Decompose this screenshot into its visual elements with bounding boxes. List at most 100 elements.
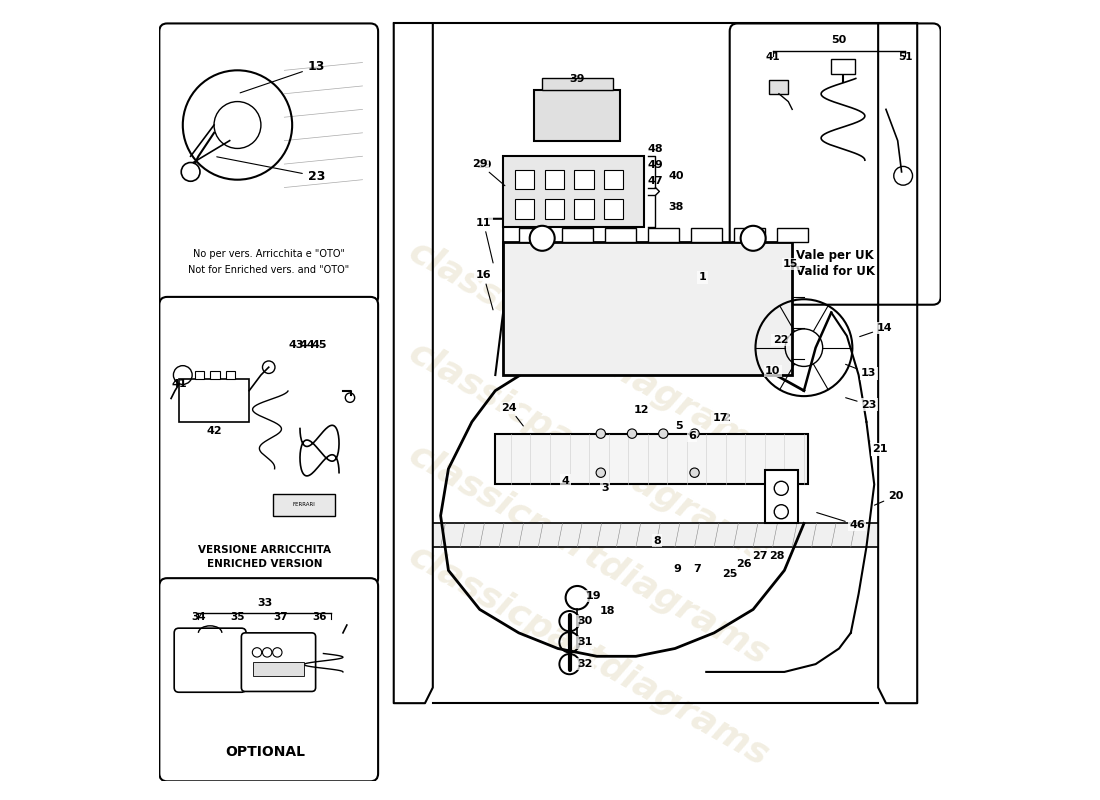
Text: 7: 7 (693, 564, 701, 574)
Text: 48: 48 (648, 144, 663, 154)
Text: 37: 37 (273, 611, 288, 622)
Text: 18: 18 (601, 606, 616, 616)
Text: 23: 23 (217, 157, 326, 182)
Text: 12: 12 (634, 405, 649, 415)
FancyBboxPatch shape (241, 633, 316, 691)
Text: 32: 32 (578, 659, 593, 669)
Text: 29: 29 (476, 160, 492, 170)
Text: 42: 42 (206, 426, 222, 436)
FancyBboxPatch shape (174, 628, 246, 692)
Bar (515, 199, 535, 218)
Text: 26: 26 (736, 559, 751, 569)
Text: 21: 21 (872, 444, 888, 454)
Text: 16: 16 (476, 270, 493, 310)
Text: 20: 20 (874, 491, 903, 505)
Text: 9: 9 (673, 564, 681, 574)
Text: 46: 46 (816, 513, 865, 530)
Bar (604, 170, 624, 189)
Bar (691, 228, 722, 242)
Text: 40: 40 (669, 171, 684, 181)
Bar (574, 170, 594, 189)
Bar (210, 371, 220, 379)
Text: 14: 14 (860, 323, 892, 337)
Circle shape (182, 162, 200, 182)
Text: 33: 33 (257, 598, 273, 607)
Text: 19: 19 (586, 591, 602, 601)
Bar (605, 228, 636, 242)
Circle shape (596, 429, 605, 438)
Text: 13: 13 (240, 60, 326, 93)
Bar (769, 80, 789, 94)
Bar (648, 228, 679, 242)
Text: 50: 50 (832, 35, 847, 45)
Bar (273, 494, 336, 516)
Text: 51: 51 (899, 52, 913, 62)
Text: 24: 24 (502, 403, 524, 426)
Bar (777, 228, 807, 242)
Text: 15: 15 (783, 259, 799, 269)
Circle shape (690, 468, 700, 478)
Text: classicpartdiagrams: classicpartdiagrams (403, 539, 776, 774)
Text: 22: 22 (772, 335, 789, 345)
Text: 31: 31 (578, 638, 593, 647)
Text: classicpartdiagrams: classicpartdiagrams (403, 234, 776, 469)
Text: VERSIONE ARRICCHITA: VERSIONE ARRICCHITA (198, 545, 331, 555)
Text: 36: 36 (312, 611, 327, 622)
Text: 11: 11 (476, 218, 493, 263)
Text: classicpartdiagrams: classicpartdiagrams (403, 336, 776, 570)
Text: 27: 27 (751, 551, 767, 562)
Bar (832, 58, 855, 74)
Text: 3: 3 (601, 483, 608, 494)
Text: Valid for UK: Valid for UK (795, 266, 874, 278)
Bar (734, 228, 764, 242)
Text: 28: 28 (769, 551, 784, 562)
Text: 17: 17 (713, 413, 728, 423)
Text: Not for Enriched vers. and "OTO": Not for Enriched vers. and "OTO" (188, 265, 350, 274)
Circle shape (627, 429, 637, 438)
Text: 5: 5 (675, 421, 683, 431)
Circle shape (690, 429, 700, 438)
Text: 1: 1 (698, 272, 706, 282)
Bar (503, 242, 792, 375)
Text: 47: 47 (648, 176, 663, 186)
Text: 8: 8 (653, 536, 661, 546)
Text: 25: 25 (722, 570, 737, 579)
Bar (432, 523, 878, 547)
Bar (562, 228, 593, 242)
Text: 13: 13 (846, 364, 877, 378)
Text: 23: 23 (846, 398, 877, 410)
Text: classicpartdiagrams: classicpartdiagrams (403, 438, 776, 672)
Bar (515, 170, 535, 189)
Bar (604, 199, 624, 218)
Bar (764, 470, 798, 523)
Text: Vale per UK: Vale per UK (796, 249, 874, 262)
Text: 44: 44 (300, 340, 316, 350)
Text: 20: 20 (888, 491, 903, 501)
Circle shape (659, 429, 668, 438)
Text: 45: 45 (311, 340, 328, 350)
Text: 41: 41 (172, 378, 187, 389)
Text: 2: 2 (722, 413, 729, 423)
Text: 39: 39 (570, 74, 585, 84)
Circle shape (596, 468, 605, 478)
Bar (179, 379, 250, 422)
Text: FERRARI: FERRARI (293, 502, 316, 507)
Text: 6: 6 (689, 431, 696, 441)
Text: 41: 41 (766, 52, 780, 62)
Bar (495, 434, 807, 485)
Bar (574, 199, 594, 218)
Bar (542, 78, 613, 90)
Text: 34: 34 (191, 611, 206, 622)
Text: 30: 30 (578, 616, 593, 626)
Text: 35: 35 (230, 611, 244, 622)
Text: 29: 29 (472, 159, 505, 186)
Circle shape (530, 226, 554, 250)
Text: 49: 49 (648, 160, 663, 170)
Bar (195, 371, 204, 379)
Bar (544, 170, 564, 189)
Bar (503, 156, 644, 226)
Bar (519, 228, 550, 242)
FancyBboxPatch shape (160, 297, 378, 586)
Text: OPTIONAL: OPTIONAL (224, 745, 305, 758)
Bar (253, 662, 304, 676)
